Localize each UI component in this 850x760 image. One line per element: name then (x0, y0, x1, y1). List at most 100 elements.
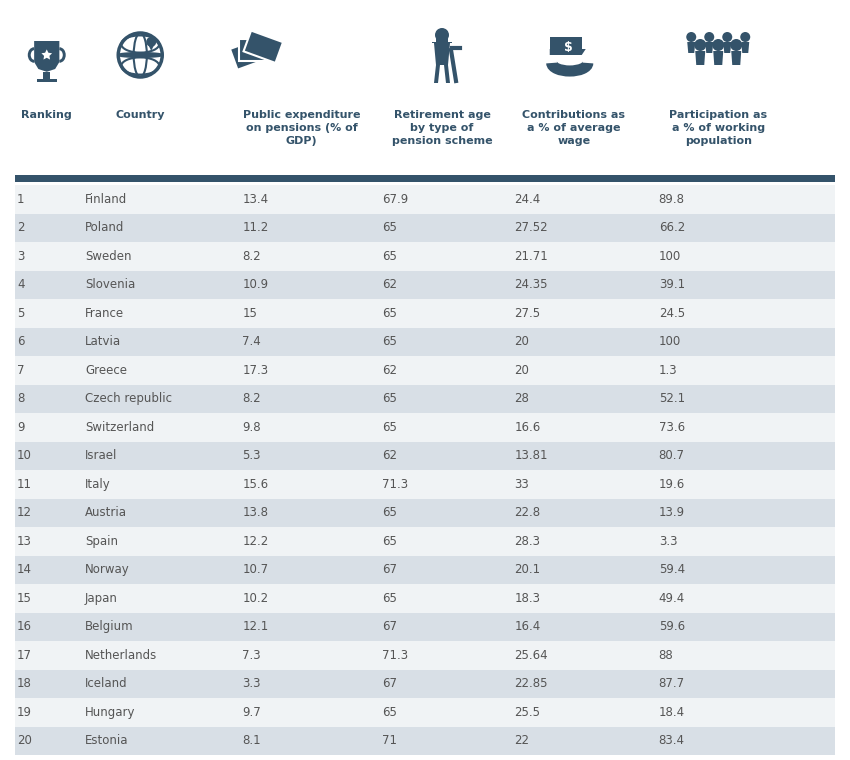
Circle shape (694, 39, 706, 51)
Text: 22.85: 22.85 (514, 677, 547, 690)
Polygon shape (240, 39, 274, 62)
Text: 65: 65 (382, 506, 397, 519)
Polygon shape (43, 71, 50, 79)
Text: 13.9: 13.9 (659, 506, 685, 519)
Text: 71: 71 (382, 734, 398, 747)
Text: 89.8: 89.8 (659, 193, 685, 206)
Text: Public expenditure
on pensions (% of
GDP): Public expenditure on pensions (% of GDP… (243, 110, 360, 147)
Bar (15, 613, 835, 641)
Polygon shape (432, 42, 452, 43)
Bar (15, 299, 835, 328)
Polygon shape (550, 49, 586, 55)
Text: 24.5: 24.5 (659, 307, 685, 320)
Text: 62: 62 (382, 449, 398, 462)
Text: Estonia: Estonia (85, 734, 128, 747)
Text: 25.5: 25.5 (514, 706, 541, 719)
Text: 62: 62 (382, 364, 398, 377)
Polygon shape (37, 79, 57, 81)
Text: 65: 65 (382, 535, 397, 548)
Text: Poland: Poland (85, 221, 124, 234)
Bar (15, 185, 835, 214)
Text: 65: 65 (382, 392, 397, 405)
Bar (15, 442, 835, 470)
Text: 67: 67 (382, 563, 398, 576)
Circle shape (730, 39, 742, 51)
Polygon shape (550, 37, 581, 49)
Polygon shape (434, 65, 440, 83)
Text: 3: 3 (17, 250, 25, 263)
Bar (15, 499, 835, 527)
Text: 65: 65 (382, 250, 397, 263)
Text: 13.8: 13.8 (242, 506, 269, 519)
Bar (15, 413, 835, 442)
Text: 66.2: 66.2 (659, 221, 685, 234)
Text: 16.4: 16.4 (514, 620, 541, 633)
Text: Latvia: Latvia (85, 335, 121, 348)
Polygon shape (42, 49, 52, 59)
Bar (15, 328, 835, 356)
Text: 3.3: 3.3 (659, 535, 677, 548)
Text: 8.2: 8.2 (242, 250, 261, 263)
Text: 65: 65 (382, 335, 397, 348)
Text: Japan: Japan (85, 592, 118, 605)
Polygon shape (706, 42, 713, 53)
Text: Finland: Finland (85, 193, 128, 206)
Bar (15, 214, 835, 242)
Text: 87.7: 87.7 (659, 677, 685, 690)
Text: $: $ (564, 42, 573, 55)
Text: 13: 13 (17, 535, 31, 548)
Text: 28: 28 (514, 392, 529, 405)
Text: 62: 62 (382, 278, 398, 291)
Text: 49.4: 49.4 (659, 592, 685, 605)
Text: 18.4: 18.4 (659, 706, 685, 719)
Polygon shape (434, 43, 450, 65)
Bar (15, 175, 835, 182)
Circle shape (146, 36, 156, 47)
Text: Ranking: Ranking (21, 110, 72, 120)
Text: 20: 20 (514, 335, 529, 348)
Bar (15, 641, 835, 670)
Text: 13.81: 13.81 (514, 449, 547, 462)
Text: 11: 11 (17, 478, 32, 491)
Bar (15, 670, 835, 698)
Text: 16: 16 (17, 620, 32, 633)
Circle shape (705, 32, 714, 42)
Text: Contributions as
a % of average
wage: Contributions as a % of average wage (522, 110, 626, 147)
Text: 100: 100 (659, 250, 681, 263)
Text: 9.8: 9.8 (242, 421, 261, 434)
Text: 10.7: 10.7 (242, 563, 269, 576)
Text: Hungary: Hungary (85, 706, 135, 719)
Text: 20: 20 (514, 364, 529, 377)
Circle shape (740, 32, 751, 42)
Text: 21.71: 21.71 (514, 250, 548, 263)
Text: 15: 15 (242, 307, 257, 320)
Text: 27.5: 27.5 (514, 307, 541, 320)
Text: 67: 67 (382, 677, 398, 690)
Text: 15.6: 15.6 (242, 478, 269, 491)
Text: 8.1: 8.1 (242, 734, 261, 747)
Text: 100: 100 (659, 335, 681, 348)
Text: 67: 67 (382, 620, 398, 633)
Text: 33: 33 (514, 478, 529, 491)
Circle shape (722, 32, 732, 42)
Text: 59.6: 59.6 (659, 620, 685, 633)
Text: 4: 4 (17, 278, 25, 291)
Bar (15, 727, 835, 755)
Polygon shape (695, 51, 706, 65)
Text: 11.2: 11.2 (242, 221, 269, 234)
Bar (15, 271, 835, 299)
Text: 28.3: 28.3 (514, 535, 541, 548)
Text: 65: 65 (382, 706, 397, 719)
Text: 12.2: 12.2 (242, 535, 269, 548)
Text: 9.7: 9.7 (242, 706, 261, 719)
Text: 2: 2 (17, 221, 25, 234)
Text: 65: 65 (382, 221, 397, 234)
Circle shape (712, 39, 724, 51)
Text: 20: 20 (17, 734, 31, 747)
Text: 17: 17 (17, 649, 32, 662)
Text: 73.6: 73.6 (659, 421, 685, 434)
Bar (15, 470, 835, 499)
Text: 65: 65 (382, 592, 397, 605)
Text: 71.3: 71.3 (382, 649, 409, 662)
Text: 17.3: 17.3 (242, 364, 269, 377)
